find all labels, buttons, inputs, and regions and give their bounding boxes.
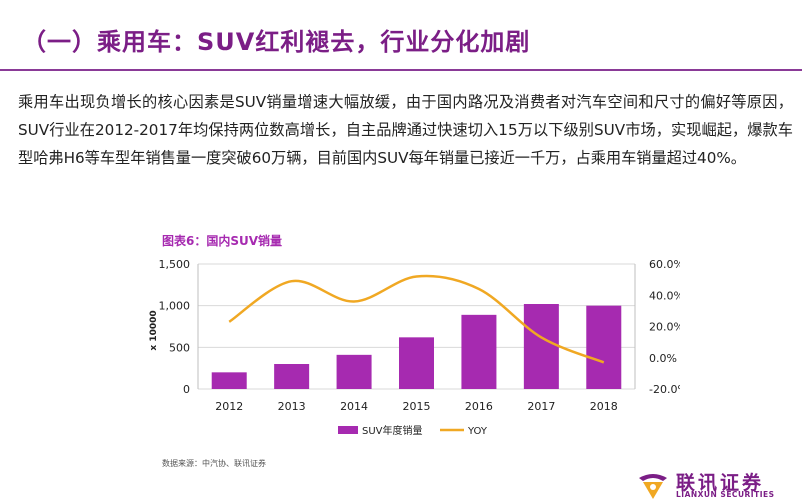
x-tick-label: 2017 — [527, 400, 555, 413]
bar-2017 — [523, 304, 559, 389]
body-paragraph: 乘用车出现负增长的核心因素是SUV销量增速大幅放缓，由于国内路况及消费者对汽车空… — [18, 93, 793, 167]
axis-labels: 0 500 1,000 1,500 -20.0% 0.0% 20.0% 40.0% 60.0% x… — [149, 258, 680, 413]
right-tick-label: 0.0% — [649, 352, 677, 365]
right-tick-label: 40.0% — [649, 289, 680, 302]
right-tick-label: 60.0% — [649, 258, 680, 271]
title-divider — [0, 69, 802, 71]
right-tick-label: -20.0% — [649, 383, 680, 396]
y-axis-label: x 10000 — [149, 310, 159, 350]
left-tick-label: 1,500 — [159, 258, 191, 271]
logo-name-cn: 联讯证券 — [676, 472, 765, 494]
data-source: 数据来源：中汽协、联讯证券 — [162, 459, 266, 468]
chart-legend: SUV年度销量 YOY — [338, 424, 488, 437]
legend-label-line: YOY — [467, 426, 488, 437]
grid-lines — [197, 263, 636, 390]
left-tick-label: 0 — [183, 383, 190, 396]
x-tick-label: 2018 — [590, 400, 618, 413]
bar-series — [211, 304, 622, 389]
bar-2016 — [461, 314, 497, 389]
suv-sales-chart: 0 500 1,000 1,500 -20.0% 0.0% 20.0% 40.0% 60.0% x… — [149, 258, 680, 437]
x-tick-label: 2014 — [340, 400, 368, 413]
bar-2014 — [336, 354, 372, 389]
x-tick-label: 2012 — [215, 400, 243, 413]
x-tick-label: 2016 — [465, 400, 493, 413]
logo-name-en: LIANXUN SECURITIES — [676, 490, 775, 499]
left-tick-label: 500 — [169, 341, 190, 354]
bar-2015 — [399, 337, 434, 389]
slide-title: （一）乘用车：SUV红利褪去，行业分化加剧 — [22, 28, 531, 56]
legend-label-bar: SUV年度销量 — [362, 424, 423, 437]
company-logo: 联讯证券 LIANXUN SECURITIES — [636, 466, 802, 502]
bar-2013 — [274, 364, 310, 389]
x-tick-label: 2013 — [278, 400, 306, 413]
legend-swatch-bar — [338, 426, 358, 434]
bar-2012 — [211, 372, 247, 389]
right-tick-label: 20.0% — [649, 321, 680, 334]
lianxun-logo-icon — [639, 474, 667, 499]
x-tick-label: 2015 — [403, 400, 431, 413]
left-tick-label: 1,000 — [159, 300, 191, 313]
chart-caption: 图表6：国内SUV销量 — [162, 234, 283, 248]
bar-2018 — [586, 305, 622, 389]
line-series — [228, 274, 605, 364]
